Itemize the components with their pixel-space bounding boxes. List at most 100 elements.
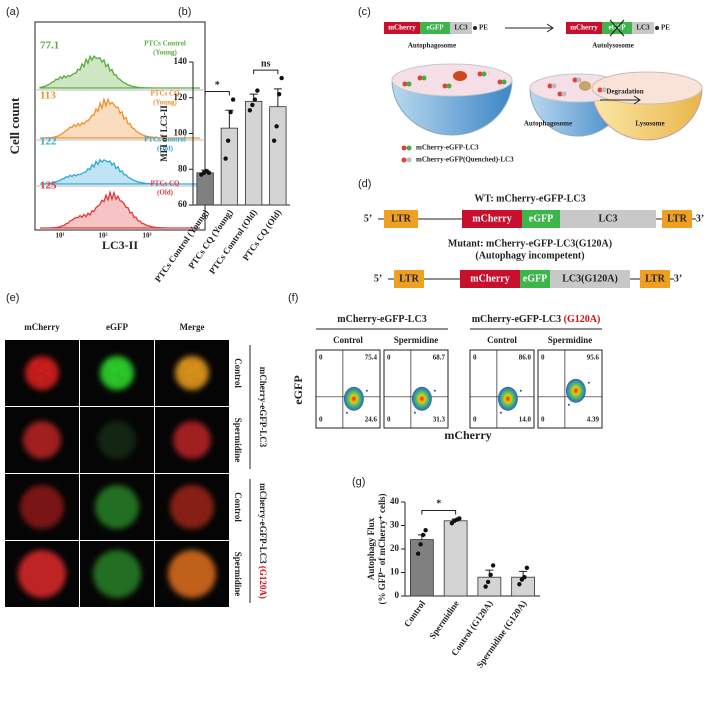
segment-label: eGFP: [426, 24, 444, 32]
legend-marker: [406, 145, 412, 151]
histogram-curve: [40, 189, 200, 229]
y-tick-label: 100: [174, 128, 188, 138]
data-point: [206, 170, 212, 176]
marker: [421, 75, 427, 81]
vesicle-label: Lysosome: [635, 120, 664, 128]
error-bar: [273, 88, 282, 107]
cup-left-top: [391, 63, 513, 97]
y-tick-label: 40: [390, 496, 400, 506]
significance: *: [436, 499, 441, 510]
marker: [551, 83, 557, 89]
marker: [576, 77, 582, 83]
part-label: mCherry: [470, 273, 509, 284]
quadrant-value: 0: [541, 416, 545, 424]
organelle: [453, 71, 467, 81]
quench-cross: [609, 19, 625, 37]
marker: [547, 83, 553, 89]
puncta: [36, 369, 40, 373]
bar: [477, 576, 502, 597]
vesicle-label: Autophagosome: [524, 120, 572, 128]
caption: Autophagosome: [408, 42, 456, 50]
condition-label: Control: [487, 335, 517, 345]
significance-bracket: [204, 91, 230, 96]
column-header: eGFP: [106, 322, 128, 332]
data-point: [415, 551, 421, 556]
marker: [557, 91, 563, 97]
segment-label: LC3: [454, 24, 468, 32]
construct-part: [640, 270, 670, 288]
y-tick-label: 80: [178, 163, 188, 173]
panel-label: (e): [6, 292, 19, 304]
row-label: Spermidine: [233, 418, 243, 463]
group-name: mCherry-eGFP-LC3: [258, 367, 268, 448]
data-point: [271, 138, 277, 143]
bar: [409, 539, 434, 597]
quadrant-value: 24.6: [365, 416, 378, 424]
sample-value: 122: [40, 136, 57, 148]
y-tick-label: 0: [395, 590, 400, 600]
x-tick-label: 10³: [142, 232, 151, 240]
event: [499, 411, 502, 414]
quadrant-value: 75.4: [365, 354, 378, 362]
puncta: [183, 362, 187, 366]
puncta: [45, 364, 49, 368]
quadrant-value: 4.39: [587, 416, 600, 424]
cell: [18, 550, 66, 598]
bar: [196, 172, 214, 206]
y-tick-label: 60: [178, 199, 188, 209]
cell: [170, 485, 214, 529]
quadrant-value: 0: [541, 354, 545, 362]
construct-part: [384, 210, 418, 228]
y-tick-label: 30: [390, 520, 400, 530]
data-point: [225, 138, 231, 143]
marker: [597, 87, 603, 93]
event: [433, 389, 436, 392]
group-name: mCherry-eGFP-LC3: [337, 314, 426, 325]
construct-part: [662, 210, 692, 228]
data-point: [279, 75, 284, 81]
event: [587, 381, 590, 384]
column-header: Merge: [180, 322, 205, 332]
puncta: [122, 372, 126, 376]
marker: [561, 91, 567, 97]
row-label: Spermidine: [233, 552, 243, 597]
puncta: [113, 377, 117, 381]
marker: [481, 71, 487, 77]
panel-label: (a): [6, 6, 19, 18]
puncta: [33, 362, 37, 366]
histogram-curve: [39, 54, 200, 89]
row-label: Control: [233, 358, 243, 388]
construct-title: Mutant: mCherry-eGFP-LC3(G120A): [448, 238, 612, 249]
puncta: [108, 362, 112, 366]
data-point: [420, 532, 426, 538]
part-label: mCherry: [472, 213, 511, 224]
density: [497, 386, 518, 411]
event: [567, 403, 570, 406]
cell: [25, 356, 59, 390]
part-label: eGFP: [529, 213, 553, 224]
cell: [98, 421, 136, 459]
panel-label: (d): [358, 178, 371, 190]
panel-label: (c): [358, 6, 371, 18]
data-point: [457, 516, 462, 521]
construct-part: [462, 210, 522, 228]
y-tick-label: 10: [390, 567, 400, 577]
quadrant-value: 31.3: [433, 416, 446, 424]
legend-marker: [406, 157, 412, 163]
quadrant-value: 0: [473, 416, 477, 424]
sample-group: (Young): [153, 49, 177, 57]
puncta: [188, 377, 192, 381]
data-point: [255, 88, 260, 93]
organelle: [579, 81, 591, 91]
quadrant-value: 0: [387, 416, 391, 424]
x-axis-label: mCherry: [444, 428, 491, 442]
construct-subtitle: (Autophagy incompetent): [475, 250, 584, 261]
cell: [173, 421, 211, 459]
construct-part: [560, 210, 656, 228]
data-point: [223, 156, 228, 161]
puncta: [115, 367, 119, 371]
part-label: LTR: [667, 213, 687, 224]
bar: [244, 100, 263, 206]
arrow: [505, 23, 554, 33]
